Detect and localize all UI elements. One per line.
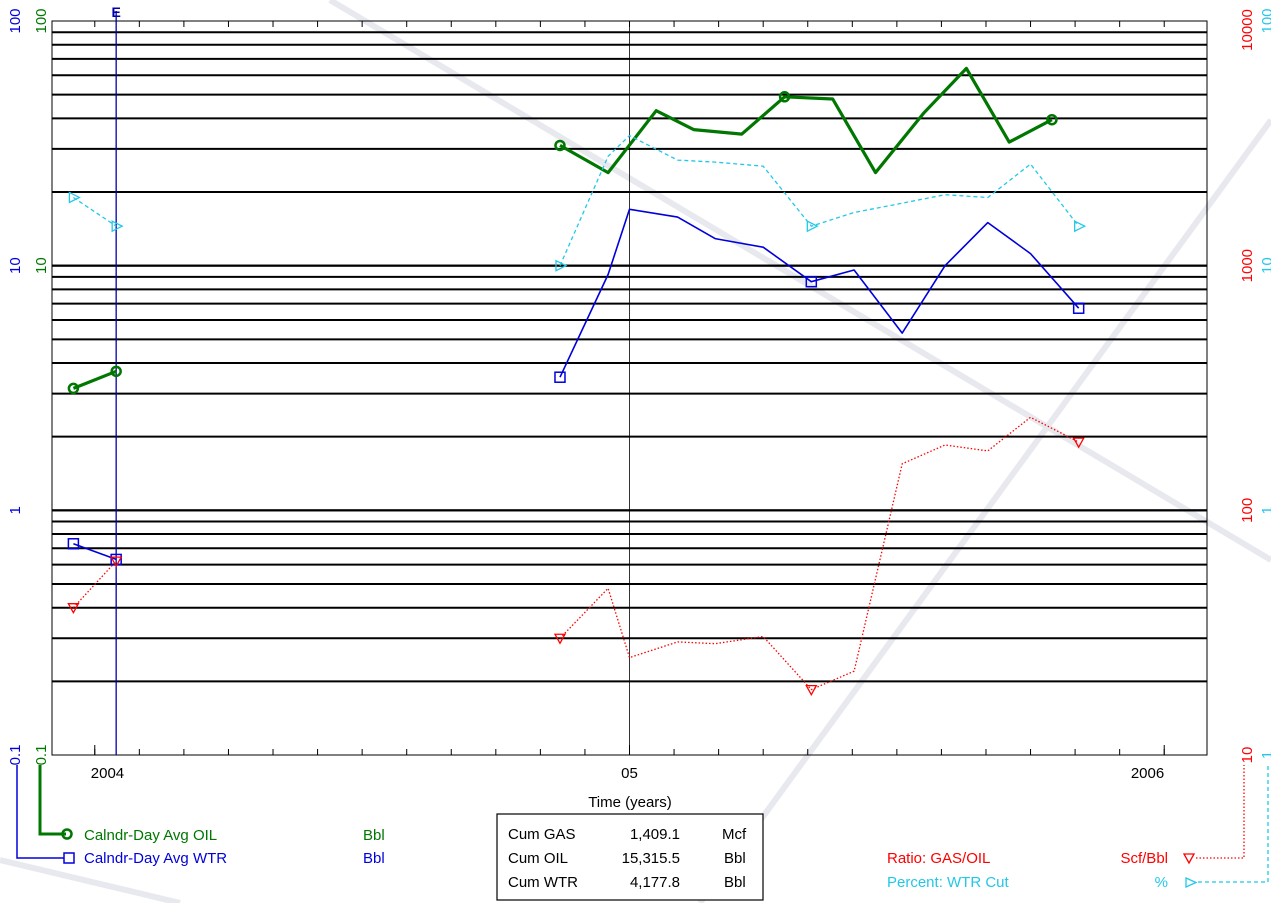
y-right-cyan-tick-label: 1 <box>1259 506 1271 514</box>
cursor-label: E <box>111 4 120 20</box>
series-line-ratio-gas-oil <box>559 416 1079 691</box>
y-left-green-tick-label: 10 <box>33 257 50 274</box>
legend-right: Ratio: GAS/OIL Scf/Bbl Percent: WTR Cut … <box>887 765 1269 891</box>
legend-gor-label: Ratio: GAS/OIL <box>887 850 990 867</box>
marker-ratio-gas-oil <box>805 684 818 696</box>
marker-calndr-day-avg-oil <box>1046 113 1058 126</box>
x-tick-label: 2004 <box>91 765 124 782</box>
cum-gas-name: Cum GAS <box>508 826 576 843</box>
legend-gor-marker <box>1182 853 1196 865</box>
marker-percent-wtr-cut <box>1074 220 1087 233</box>
marker-calndr-day-avg-wtr <box>110 553 122 566</box>
y-right-cyan-tick-label: 10 <box>1259 257 1271 274</box>
legend-gor-connector <box>1196 765 1245 859</box>
marker-calndr-day-avg-wtr <box>67 538 80 550</box>
cum-wtr-name: Cum WTR <box>508 874 578 891</box>
cum-oil-name: Cum OIL <box>508 850 568 867</box>
marker-calndr-day-avg-wtr <box>805 275 818 288</box>
marker-calndr-day-avg-wtr <box>554 371 566 383</box>
y-right-red-tick-label: 100 <box>1239 498 1256 523</box>
cum-oil-unit: Bbl <box>724 850 746 867</box>
x-axis-title: Time (years) <box>588 794 672 811</box>
series-line-calndr-day-avg-oil <box>559 66 1053 175</box>
marker-percent-wtr-cut <box>806 220 819 233</box>
y-left-blue-tick-label: 100 <box>7 8 24 33</box>
y-right-red-tick-label: 10 <box>1239 747 1256 764</box>
y-right-red-tick-label: 10000 <box>1239 9 1256 51</box>
marker-calndr-day-avg-oil <box>110 365 122 378</box>
series-line-percent-wtr-cut <box>559 134 1080 266</box>
cum-oil-value: 15,315.5 <box>622 850 680 867</box>
cum-wtr-value: 4,177.8 <box>630 874 680 891</box>
marker-ratio-gas-oil <box>67 603 80 615</box>
cum-gas-value: 1,409.1 <box>630 826 680 843</box>
cum-gas-unit: Mcf <box>722 826 747 843</box>
y-left-blue-tick-label: 1 <box>7 506 24 514</box>
legend-oil-label: Calndr-Day Avg OIL <box>84 827 217 844</box>
marker-calndr-day-avg-oil <box>554 139 566 152</box>
legend-cut-unit: % <box>1155 874 1168 891</box>
legend-wtr-unit: Bbl <box>363 850 385 867</box>
y-right-cyan-tick-label: 1 <box>1259 751 1271 759</box>
x-tick-label: 05 <box>621 765 638 782</box>
series-line-calndr-day-avg-wtr <box>559 208 1080 378</box>
y-left-blue-tick-label: 10 <box>7 257 24 274</box>
y-left-green-tick-label: 100 <box>33 8 50 33</box>
series-line-ratio-gas-oil <box>72 560 117 609</box>
marker-calndr-day-avg-wtr <box>1072 302 1085 314</box>
legend-left: Calndr-Day Avg OIL Bbl Calndr-Day Avg WT… <box>16 765 385 867</box>
marker-percent-wtr-cut <box>68 191 81 204</box>
cum-table: Cum GAS 1,409.1 Mcf Cum OIL 15,315.5 Bbl… <box>496 813 764 901</box>
legend-cut-connector <box>1198 765 1269 883</box>
marker-calndr-day-avg-oil <box>778 91 791 103</box>
marker-percent-wtr-cut <box>555 259 568 272</box>
marker-ratio-gas-oil <box>110 556 123 568</box>
legend-cut-label: Percent: WTR Cut <box>887 874 1010 891</box>
marker-ratio-gas-oil <box>1072 437 1085 449</box>
marker-ratio-gas-oil <box>553 633 567 645</box>
cursor-line[interactable]: E <box>111 4 121 755</box>
legend-oil-marker <box>61 828 73 840</box>
cum-table-box <box>496 813 764 901</box>
x-axis: 2004 05 2006 <box>91 21 1165 782</box>
legend-wtr-connector <box>16 765 64 859</box>
legend-oil-unit: Bbl <box>363 827 385 844</box>
series-line-calndr-day-avg-wtr <box>73 543 117 561</box>
legend-cut-marker <box>1185 876 1198 889</box>
y-right-red-tick-label: 1000 <box>1239 249 1256 282</box>
y-left-green-tick-label: 0.1 <box>33 745 50 766</box>
legend-wtr-label: Calndr-Day Avg WTR <box>84 850 227 867</box>
x-tick-label: 2006 <box>1131 765 1164 782</box>
cum-wtr-unit: Bbl <box>724 874 746 891</box>
y-right-cyan-tick-label: 100 <box>1259 8 1271 33</box>
series-line-calndr-day-avg-oil <box>72 369 117 390</box>
series-line-percent-wtr-cut <box>73 196 117 227</box>
y-left-blue-tick-label: 0.1 <box>7 745 24 766</box>
marker-percent-wtr-cut <box>111 220 124 233</box>
legend-wtr-marker <box>63 852 75 864</box>
series-layer <box>67 66 1087 696</box>
legend-gor-unit: Scf/Bbl <box>1120 850 1168 867</box>
marker-calndr-day-avg-oil <box>67 382 80 395</box>
legend-oil-connector <box>38 765 66 836</box>
grid-lines <box>52 21 1207 755</box>
